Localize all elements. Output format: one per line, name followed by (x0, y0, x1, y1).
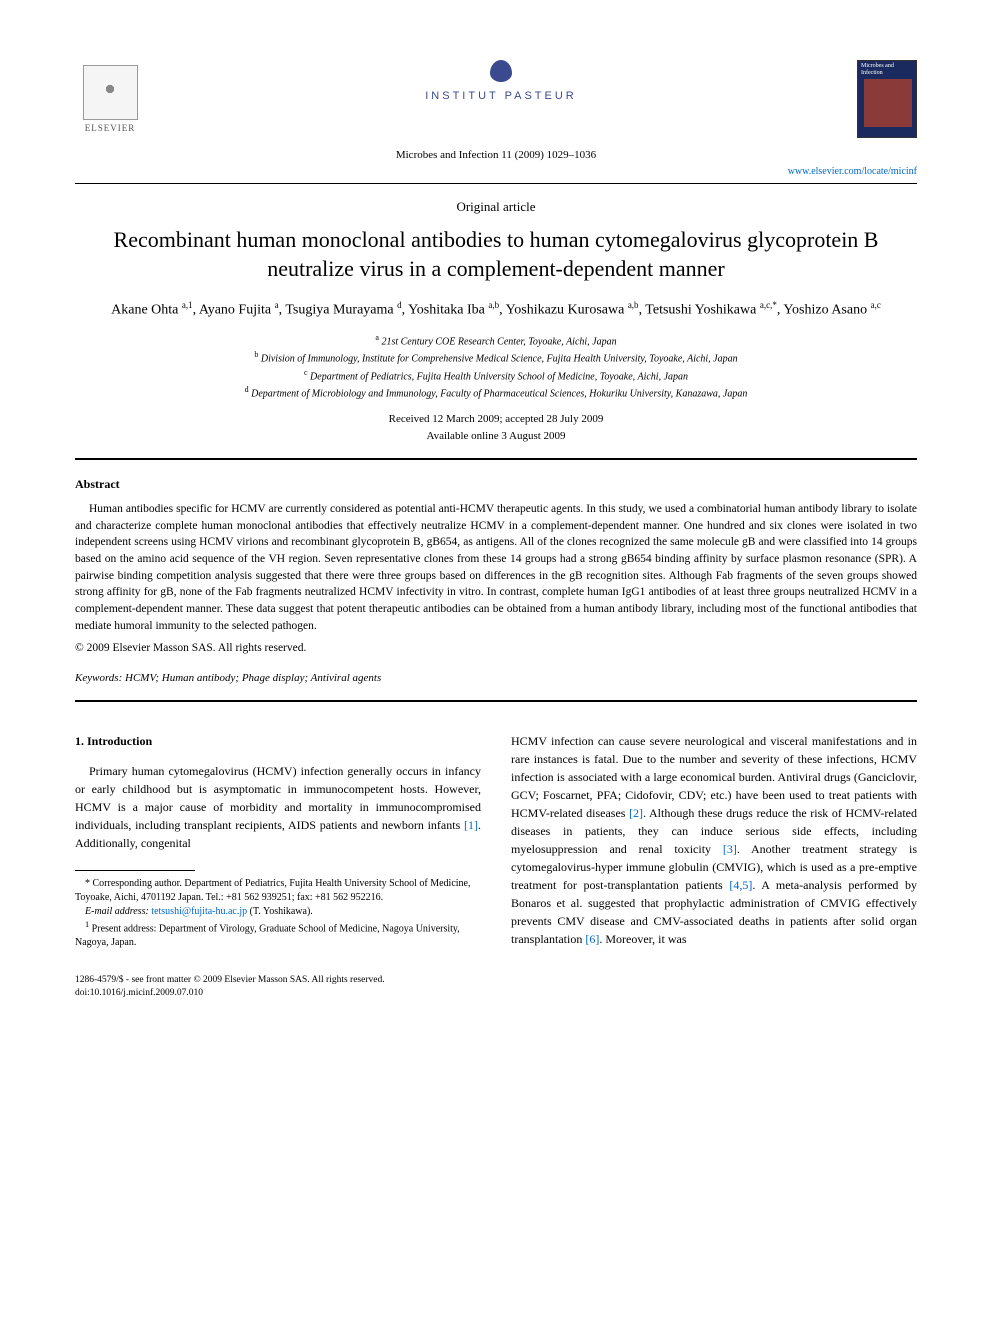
abstract-text: Human antibodies specific for HCMV are c… (75, 501, 917, 634)
column-right: HCMV infection can cause severe neurolog… (511, 732, 917, 950)
footnotes-block: * Corresponding author. Department of Pe… (75, 877, 481, 950)
abstract-heading: Abstract (75, 476, 917, 493)
footer-front-matter: 1286-4579/$ - see front matter © 2009 El… (75, 975, 385, 985)
journal-cover-image (864, 79, 912, 127)
abstract-copyright: © 2009 Elsevier Masson SAS. All rights r… (75, 640, 917, 656)
journal-cover-thumbnail: Microbes and Infection (857, 60, 917, 138)
intro-paragraph-left: Primary human cytomegalovirus (HCMV) inf… (75, 762, 481, 852)
journal-cover-title: Microbes and Infection (861, 63, 916, 76)
present-address-footnote: 1 Present address: Department of Virolog… (75, 919, 481, 950)
article-title: Recombinant human monoclonal antibodies … (95, 225, 897, 284)
intro-heading: 1. Introduction (75, 732, 481, 750)
header-row: ELSEVIER INSTITUT PASTEUR Microbes and I… (75, 60, 917, 140)
pasteur-icon (490, 60, 512, 82)
elsevier-label: ELSEVIER (85, 122, 136, 135)
present-address-text: Present address: Department of Virology,… (75, 923, 460, 948)
email-footnote: E-mail address: tetsushi@fujita-hu.ac.jp… (75, 905, 481, 919)
journal-citation: Microbes and Infection 11 (2009) 1029–10… (75, 148, 917, 163)
email-address[interactable]: tetsushi@fujita-hu.ac.jp (151, 906, 247, 917)
keywords-line: Keywords: HCMV; Human antibody; Phage di… (75, 671, 917, 686)
corresponding-author-footnote: * Corresponding author. Department of Pe… (75, 877, 481, 905)
article-dates: Received 12 March 2009; accepted 28 July… (75, 411, 917, 444)
footer-doi: doi:10.1016/j.micinf.2009.07.010 (75, 988, 203, 998)
affiliations-list: a 21st Century COE Research Center, Toyo… (75, 332, 917, 401)
body-columns: 1. Introduction Primary human cytomegalo… (75, 732, 917, 950)
footer-block: 1286-4579/$ - see front matter © 2009 El… (75, 974, 917, 999)
divider-top (75, 183, 917, 184)
email-label: E-mail address: (85, 906, 149, 917)
available-date: Available online 3 August 2009 (426, 430, 565, 442)
journal-url[interactable]: www.elsevier.com/locate/micinf (75, 165, 917, 179)
column-left: 1. Introduction Primary human cytomegalo… (75, 732, 481, 950)
intro-paragraph-right: HCMV infection can cause severe neurolog… (511, 732, 917, 948)
divider-abstract-bottom (75, 700, 917, 702)
publisher-logo-block: INSTITUT PASTEUR (145, 60, 857, 105)
keywords-label: Keywords: (75, 672, 122, 684)
email-who: (T. Yoshikawa). (250, 906, 313, 917)
elsevier-tree-icon (83, 65, 138, 120)
divider-abstract-top (75, 458, 917, 460)
received-date: Received 12 March 2009; accepted 28 July… (389, 413, 604, 425)
abstract-body: Human antibodies specific for HCMV are c… (75, 501, 917, 634)
keywords-text: HCMV; Human antibody; Phage display; Ant… (125, 672, 381, 684)
elsevier-logo: ELSEVIER (75, 60, 145, 140)
pasteur-label: INSTITUT PASTEUR (145, 89, 857, 104)
authors-list: Akane Ohta a,1, Ayano Fujita a, Tsugiya … (75, 298, 917, 322)
article-type: Original article (75, 198, 917, 216)
footnote-separator (75, 870, 195, 871)
